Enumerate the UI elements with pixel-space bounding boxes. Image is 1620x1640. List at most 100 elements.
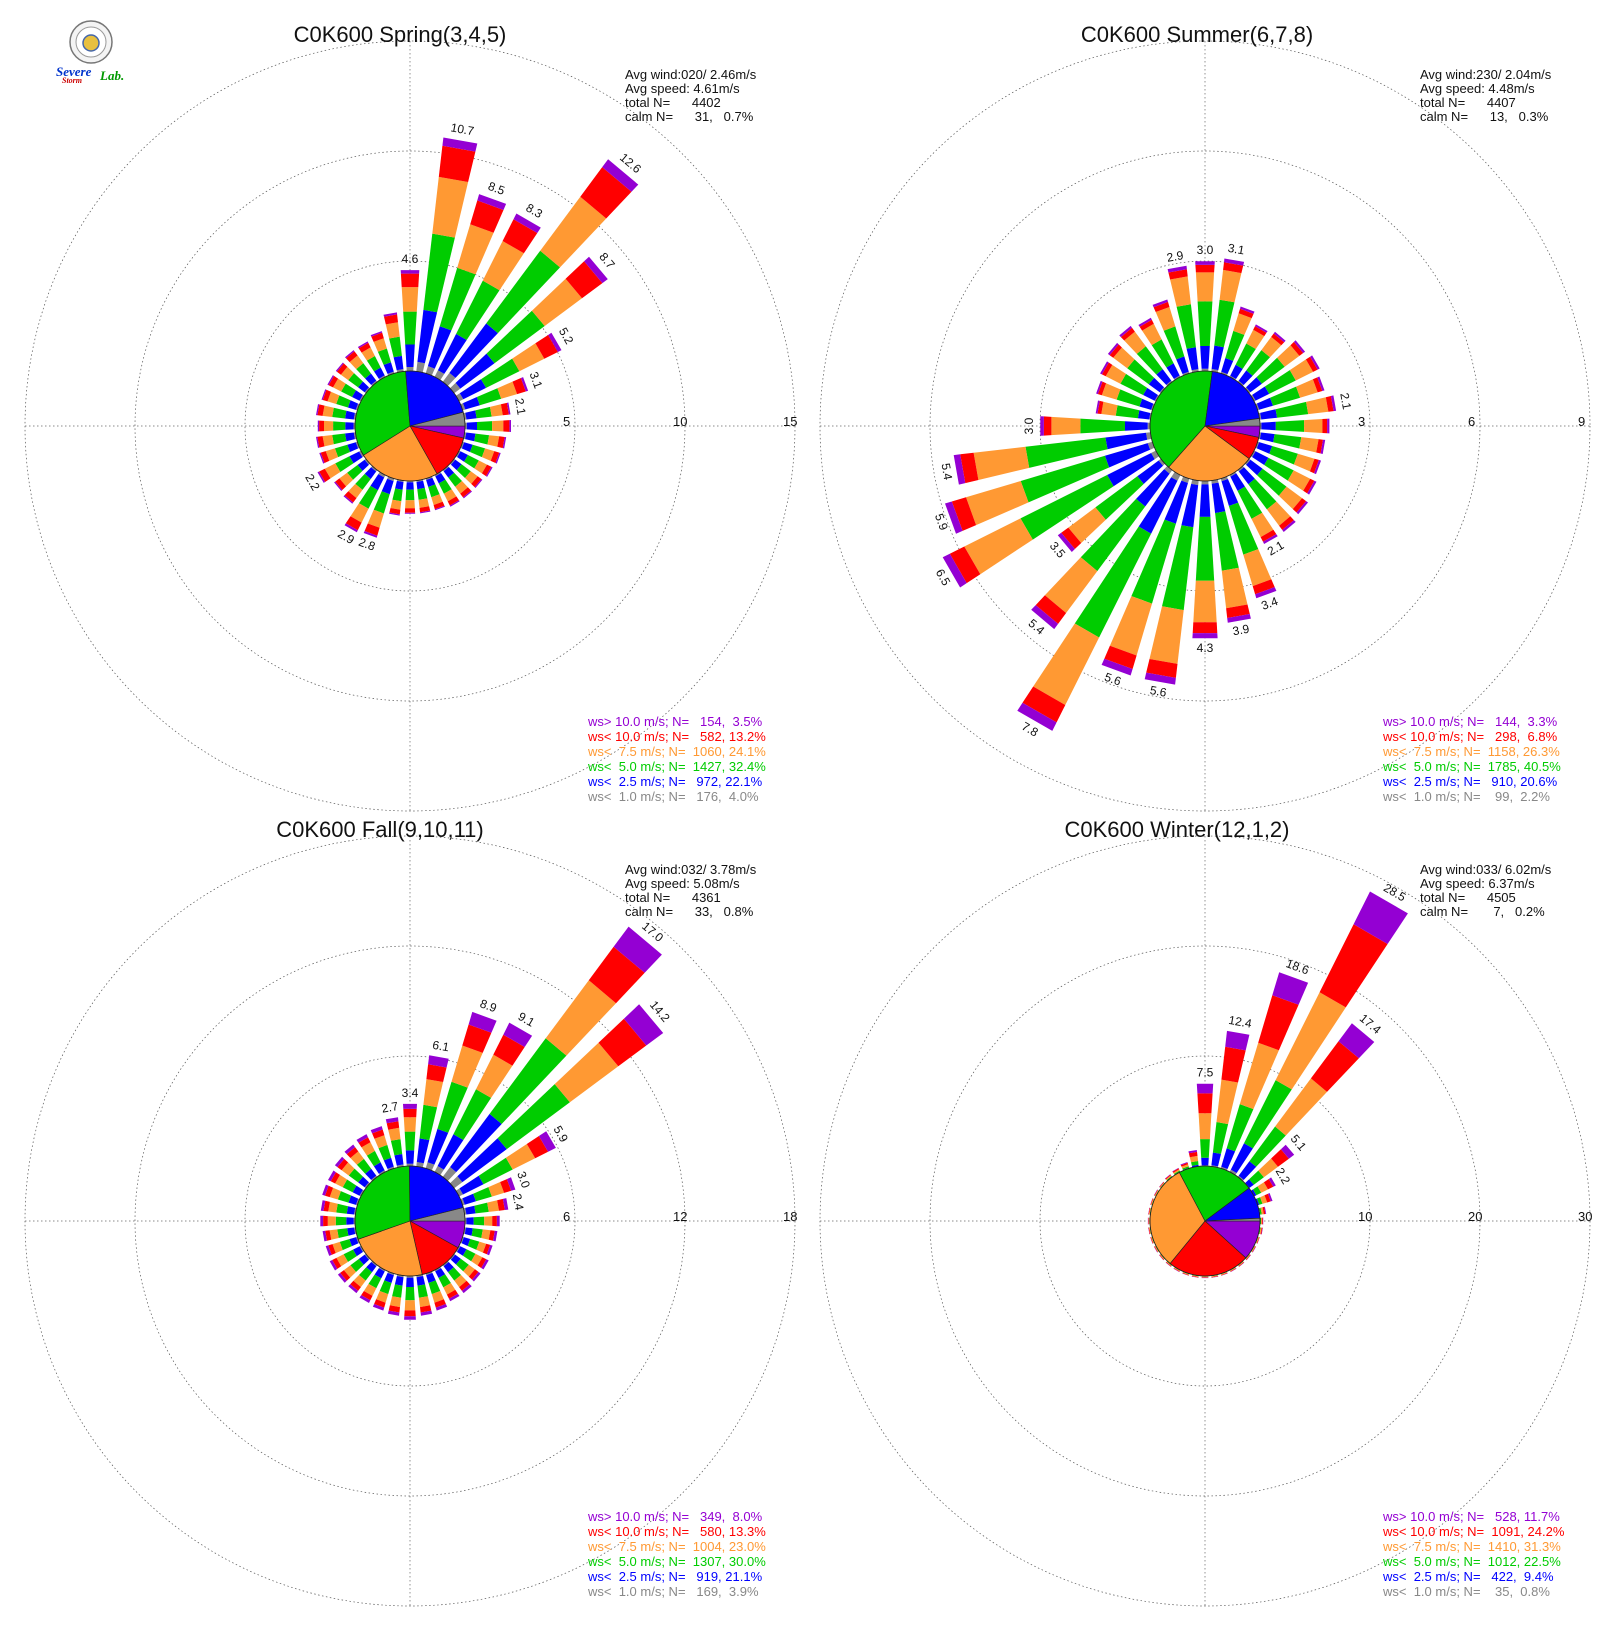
bar-160-gt10 xyxy=(1221,1273,1228,1276)
bar-160-lt7_5 xyxy=(431,1291,444,1303)
bar-label-180: 4.3 xyxy=(1197,641,1214,655)
bar-130-lt7_5 xyxy=(465,471,478,484)
legend-gt10: ws> 10.0 m/s; N= 349, 8.0% xyxy=(587,1509,763,1524)
bar-320-lt1 xyxy=(1166,380,1173,386)
bar-220-lt5 xyxy=(1080,498,1146,572)
bar-220-lt5 xyxy=(359,1267,372,1281)
bar-50-lt2_5 xyxy=(455,353,495,389)
bar-320-lt5 xyxy=(356,1158,372,1174)
bar-330-lt7_5 xyxy=(361,1142,375,1156)
speed-pie xyxy=(354,1165,466,1277)
bar-330-lt5 xyxy=(1173,1170,1181,1175)
bar-30-lt2_5 xyxy=(437,1134,464,1170)
legend: ws> 10.0 m/s; N= 528, 11.7% ws< 10.0 m/s… xyxy=(1382,1509,1565,1599)
ring-tick-labels: 3 6 9 xyxy=(1358,414,1585,429)
bar-300-gt10 xyxy=(327,375,334,386)
ring-label-2: 20 xyxy=(1468,1209,1482,1224)
stat-total-n: total N= 4505 xyxy=(1420,890,1516,905)
bar-label-250: 5.9 xyxy=(932,512,951,533)
bar-20-gt10 xyxy=(477,194,507,210)
bar-120-gt10 xyxy=(486,466,493,477)
bar-300-lt7_5 xyxy=(1154,1189,1159,1197)
bar-250-lt2_5 xyxy=(347,442,359,452)
bar-80-lt1 xyxy=(463,412,467,420)
bar-340-gt10 xyxy=(370,1126,383,1134)
bar-330-lt1 xyxy=(378,375,386,381)
bar-140-lt5 xyxy=(1248,478,1277,510)
ring-label-2: 12 xyxy=(673,1209,687,1224)
bar-270-lt2_5 xyxy=(345,422,354,430)
bar-150-lt2_5 xyxy=(435,473,446,484)
bar-210-lt2_5 xyxy=(374,1268,385,1279)
bar-90-lt2_5 xyxy=(466,422,477,430)
bar-160-lt7_5 xyxy=(1220,1272,1228,1276)
bar-340-lt5 xyxy=(1182,1166,1190,1170)
bar-270-gt10 xyxy=(320,1215,324,1227)
bar-80-lt7_5 xyxy=(1306,397,1329,415)
bar-320-gt10 xyxy=(1119,325,1132,338)
legend-lt10: ws< 10.0 m/s; N= 580, 13.3% xyxy=(587,1524,766,1539)
bar-150-lt10 xyxy=(1230,1268,1237,1272)
bar-30-gt10 xyxy=(1255,324,1268,333)
bar-210-lt1 xyxy=(378,471,386,478)
bar-160-lt10 xyxy=(1221,1272,1228,1276)
bar-120-lt5 xyxy=(462,1249,476,1262)
bar-90-lt7_5 xyxy=(1304,419,1323,433)
bar-260-lt2_5 xyxy=(345,432,355,442)
bar-70-lt1 xyxy=(460,403,466,411)
speed-pie xyxy=(1149,1165,1261,1277)
bar-290-lt7_5 xyxy=(1101,383,1121,400)
bar-250-lt5 xyxy=(339,1239,352,1251)
bar-350-lt7_5 xyxy=(388,1127,401,1141)
bar-50-lt7_5 xyxy=(531,278,582,326)
bar-110-lt7_5 xyxy=(481,448,495,461)
bar-50-lt10 xyxy=(565,261,603,299)
bar-60-lt10 xyxy=(1305,356,1318,372)
bar-320-lt10 xyxy=(346,351,358,363)
bar-90-gt10 xyxy=(1327,418,1330,434)
bar-140-lt2_5 xyxy=(1238,467,1255,485)
bar-140-gt10 xyxy=(1239,1262,1245,1267)
bar-90-lt10 xyxy=(503,420,510,432)
bar-240-gt10 xyxy=(329,1260,338,1271)
bar-60-lt2_5 xyxy=(459,1175,484,1195)
bar-10-lt7_5 xyxy=(432,176,469,238)
bar-30-lt5 xyxy=(456,280,500,340)
bar-260-lt7_5 xyxy=(1149,1227,1151,1235)
bar-220-lt1 xyxy=(371,466,378,472)
bar-310-lt10 xyxy=(336,363,348,375)
bar-80-gt10 xyxy=(506,402,511,415)
bar-140-lt7_5 xyxy=(1238,1261,1244,1267)
bar-200-lt10 xyxy=(374,1299,386,1308)
bar-130-lt10 xyxy=(1246,1254,1251,1261)
bar-60-lt5 xyxy=(1264,370,1296,394)
bar-200-lt5 xyxy=(1131,519,1176,604)
bar-0-lt5 xyxy=(1197,301,1213,346)
bar-190-lt10 xyxy=(1191,1275,1199,1278)
pie-outline xyxy=(354,370,466,482)
bar-40-gt10 xyxy=(1273,331,1286,343)
bar-0-lt10 xyxy=(400,273,420,288)
bar-110-gt10 xyxy=(1314,459,1321,475)
bar-140-lt7_5 xyxy=(1266,501,1291,526)
bar-190-gt10 xyxy=(389,512,400,516)
bar-200-lt7_5 xyxy=(376,1291,389,1303)
bar-60-lt5 xyxy=(478,1157,513,1185)
bar-40-lt5 xyxy=(489,1038,567,1124)
bar-280-gt10 xyxy=(1095,400,1100,414)
bar-260-lt7_5 xyxy=(329,1229,339,1240)
bar-170-lt5 xyxy=(1215,511,1239,571)
bar-270-lt10 xyxy=(323,1215,328,1227)
bar-250-gt10 xyxy=(945,501,963,534)
bar-210-lt1 xyxy=(378,1266,386,1272)
bar-320-gt10 xyxy=(1164,1174,1171,1179)
bar-350-lt10 xyxy=(386,1121,400,1130)
bar-40-lt5 xyxy=(1246,350,1270,376)
bar-280-gt10 xyxy=(1148,1207,1150,1215)
bar-0-gt10 xyxy=(1196,1083,1214,1094)
bar-220-lt10 xyxy=(1035,595,1067,624)
wind-bars xyxy=(1147,891,1408,1279)
bar-label-0: 7.5 xyxy=(1197,1066,1214,1080)
ring-label-1: 10 xyxy=(1358,1209,1372,1224)
bar-60-lt2_5 xyxy=(1252,386,1270,401)
